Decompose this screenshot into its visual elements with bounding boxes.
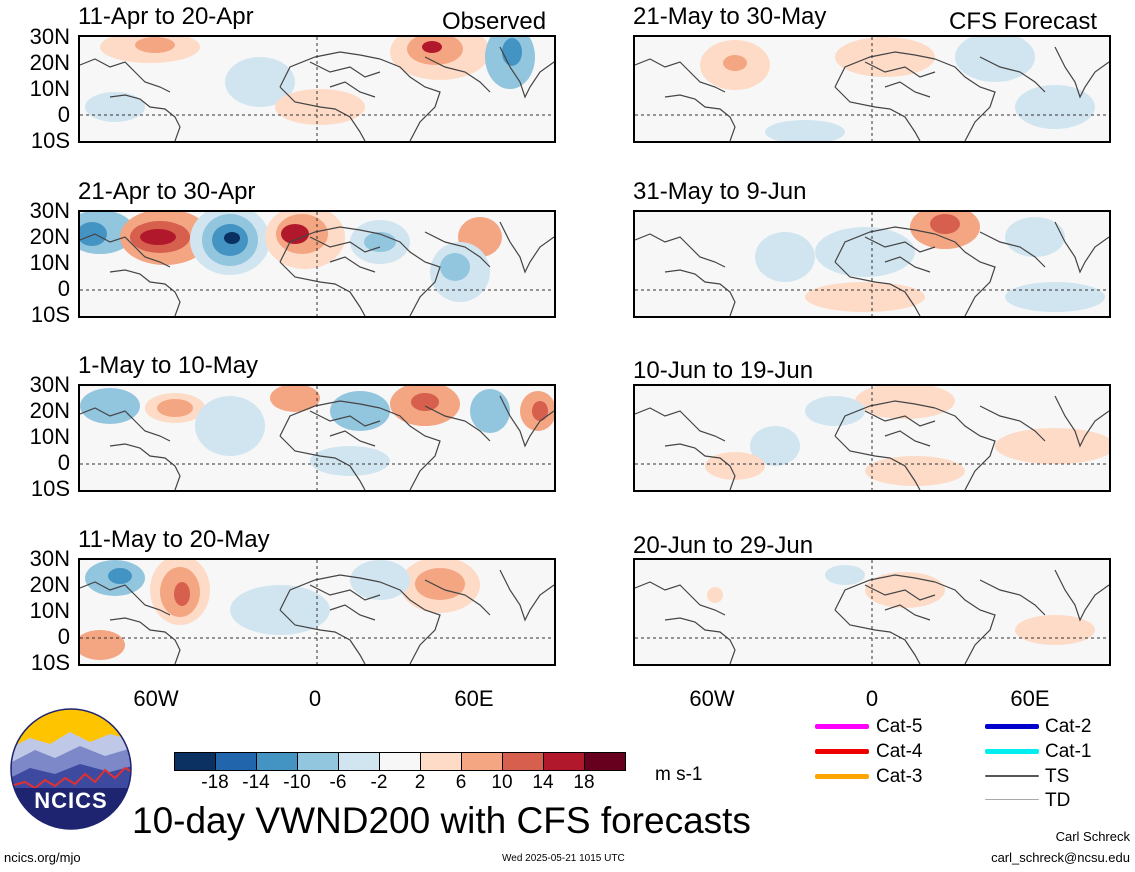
map-obs-1	[78, 35, 556, 143]
panel-title-fcst-2: 31-May to 9-Jun	[633, 178, 807, 205]
colorbar-tick-label: 2	[414, 772, 426, 793]
map-obs-3	[78, 384, 556, 492]
colorbar-unit: m s-1	[655, 764, 703, 785]
legend-cat3-label: Cat-3	[876, 766, 923, 787]
main-title: 10-day VWND200 with CFS forecasts	[132, 800, 751, 841]
logo-text: NCICS	[34, 788, 108, 813]
footer-author: Carl Schreck	[1055, 829, 1130, 844]
legend-cat2-line	[985, 724, 1039, 729]
colorbar-tick-label: -18	[201, 772, 229, 793]
colorbar-cell	[420, 752, 462, 771]
lat-20n: 20N	[29, 224, 70, 249]
map-obs-4	[78, 558, 556, 666]
lat-0: 0	[57, 624, 70, 649]
colorbar-cell	[584, 752, 626, 771]
map-obs-2	[78, 210, 556, 318]
colorbar-cell	[379, 752, 421, 771]
lat-10s: 10S	[30, 476, 70, 501]
lon-60e-left: 60E	[454, 686, 494, 711]
map-fcst-4	[633, 558, 1111, 666]
panel-title-obs-1: 11-Apr to 20-Apr	[78, 3, 254, 30]
colorbar-cell	[338, 752, 380, 771]
observed-label: Observed	[442, 8, 547, 35]
lat-20n: 20N	[29, 50, 70, 75]
lat-30n: 30N	[29, 198, 70, 223]
colorbar-cell	[256, 752, 298, 771]
colorbar-tick-label: -14	[242, 772, 270, 793]
panel-title-fcst-1: 21-May to 30-May	[633, 3, 827, 30]
colorbar-tick-label: 18	[573, 772, 595, 793]
colorbar-tick-label: -2	[370, 772, 388, 793]
lat-10n: 10N	[29, 598, 70, 623]
panel-title-obs-3: 1-May to 10-May	[78, 352, 259, 379]
forecast-label: CFS Forecast	[949, 8, 1098, 35]
map-fcst-1	[633, 35, 1111, 143]
lat-10n: 10N	[29, 424, 70, 449]
colorbar-tick-label: 10	[491, 772, 513, 793]
lon-60w-right: 60W	[689, 686, 735, 711]
lat-10s: 10S	[30, 650, 70, 675]
lon-0-left: 0	[308, 686, 322, 711]
legend-ts-line	[985, 775, 1039, 777]
lat-30n: 30N	[29, 372, 70, 397]
lat-20n: 20N	[29, 398, 70, 423]
legend-cat5-line	[815, 724, 869, 729]
lat-10s: 10S	[30, 128, 70, 153]
panel-title-fcst-3: 10-Jun to 19-Jun	[633, 357, 814, 384]
lon-60w-left: 60W	[133, 686, 179, 711]
colorbar-tick-label: 6	[455, 772, 467, 793]
lat-0: 0	[57, 276, 70, 301]
legend-cat4-line	[815, 749, 869, 754]
legend-cat3-line	[815, 774, 869, 779]
map-fcst-2	[633, 210, 1111, 318]
lat-10n: 10N	[29, 250, 70, 275]
legend-cat1-line	[985, 749, 1039, 754]
footer-website-link[interactable]: ncics.org/mjo	[4, 850, 81, 865]
colorbar-tick-label: -6	[329, 772, 347, 793]
legend-cat5-label: Cat-5	[876, 716, 923, 737]
colorbar-cell	[543, 752, 585, 771]
footer-timestamp: Wed 2025-05-21 1015 UTC	[502, 853, 625, 864]
panel-title-fcst-4: 20-Jun to 29-Jun	[633, 532, 814, 559]
legend-ts-label: TS	[1045, 766, 1070, 787]
lat-30n: 30N	[29, 24, 70, 49]
lon-60e-right: 60E	[1010, 686, 1050, 711]
colorbar-cell	[502, 752, 544, 771]
colorbar-cell	[297, 752, 339, 771]
footer-email[interactable]: carl_schreck@ncsu.edu	[991, 850, 1130, 865]
legend-td-label: TD	[1045, 790, 1071, 811]
lat-30n: 30N	[29, 546, 70, 571]
lon-0-right: 0	[865, 686, 879, 711]
colorbar-tick-label: -10	[283, 772, 311, 793]
legend-cat2-label: Cat-2	[1045, 716, 1092, 737]
colorbar-tick-label: 14	[532, 772, 554, 793]
legend-cat1-label: Cat-1	[1045, 741, 1092, 762]
colorbar-cell	[215, 752, 257, 771]
lat-20n: 20N	[29, 572, 70, 597]
lat-0: 0	[57, 102, 70, 127]
lat-10n: 10N	[29, 76, 70, 101]
lat-10s: 10S	[30, 302, 70, 327]
colorbar-cell	[461, 752, 503, 771]
ncics-logo[interactable]: NCICS	[10, 708, 132, 830]
lat-0: 0	[57, 450, 70, 475]
legend-cat4-label: Cat-4	[876, 741, 923, 762]
panel-title-obs-4: 11-May to 20-May	[78, 526, 270, 553]
colorbar-cell	[174, 752, 216, 771]
map-fcst-3	[633, 384, 1111, 492]
panel-title-obs-2: 21-Apr to 30-Apr	[78, 178, 256, 205]
legend-td-line	[985, 799, 1039, 800]
